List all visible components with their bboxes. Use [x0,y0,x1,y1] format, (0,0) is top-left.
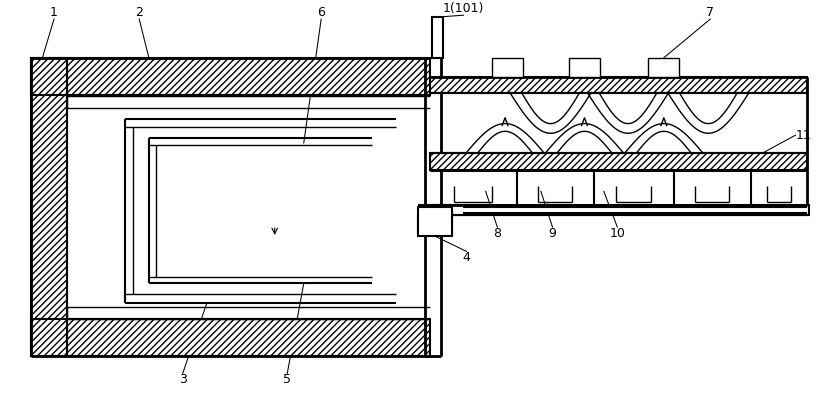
Bar [569,58,600,77]
Bar [31,58,67,356]
Bar [491,58,523,77]
Text: 11: 11 [796,129,811,142]
Text: 3: 3 [178,373,187,386]
Bar [430,77,807,93]
Bar [31,58,430,95]
Bar [431,17,443,58]
Text: 5: 5 [284,373,291,386]
Text: 7: 7 [706,6,714,19]
Text: 1: 1 [50,6,58,19]
Text: 8: 8 [494,227,501,240]
Bar [418,207,452,236]
Text: 10: 10 [610,227,626,240]
Text: 2: 2 [135,6,143,19]
Text: 6: 6 [317,6,325,19]
Bar [430,205,809,215]
Bar [31,319,430,356]
Text: 9: 9 [549,227,556,240]
Bar [430,152,807,170]
Bar [648,58,680,77]
Text: 4: 4 [462,251,470,265]
Text: 1(101): 1(101) [443,2,485,15]
